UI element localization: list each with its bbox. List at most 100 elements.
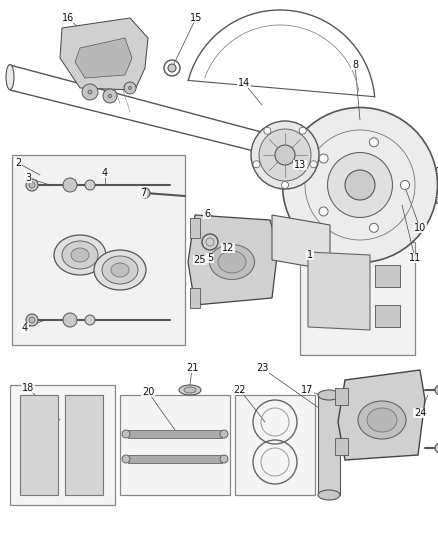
Text: 6: 6 [204,209,210,219]
Text: 12: 12 [222,243,234,253]
Ellipse shape [94,250,146,290]
Text: 14: 14 [238,78,250,88]
Ellipse shape [275,145,295,165]
Polygon shape [128,430,222,438]
Ellipse shape [102,256,138,284]
Polygon shape [335,388,348,405]
Ellipse shape [88,90,92,94]
Ellipse shape [435,443,438,453]
Text: 23: 23 [256,363,268,373]
Text: 17: 17 [301,385,313,395]
Ellipse shape [328,152,392,217]
Text: 25: 25 [194,255,206,265]
Text: 13: 13 [294,160,306,170]
Ellipse shape [358,401,406,439]
Ellipse shape [85,315,95,325]
Ellipse shape [299,127,306,134]
Text: 22: 22 [234,385,246,395]
Text: 18: 18 [22,383,34,393]
Ellipse shape [218,251,246,273]
Text: 11: 11 [409,253,421,263]
Ellipse shape [63,178,77,192]
Polygon shape [60,18,148,90]
Ellipse shape [369,138,378,147]
Polygon shape [375,305,400,327]
Bar [235,395,315,495]
Ellipse shape [29,317,35,323]
Ellipse shape [63,313,77,327]
Ellipse shape [54,235,106,275]
Bar [120,395,230,495]
Ellipse shape [122,430,130,438]
Ellipse shape [184,387,196,393]
Text: 15: 15 [190,13,202,23]
Polygon shape [318,395,340,495]
Ellipse shape [282,182,289,189]
Ellipse shape [220,455,228,463]
Ellipse shape [435,385,438,395]
Ellipse shape [367,408,397,432]
Polygon shape [190,288,200,308]
Ellipse shape [71,248,89,262]
Polygon shape [436,197,438,203]
Ellipse shape [128,86,131,90]
Ellipse shape [29,182,35,188]
Ellipse shape [168,64,176,72]
Ellipse shape [103,89,117,103]
Ellipse shape [253,161,260,168]
Text: 7: 7 [140,188,146,198]
Ellipse shape [264,127,271,134]
Ellipse shape [82,84,98,100]
Ellipse shape [26,314,38,326]
Text: 1: 1 [307,250,313,260]
Polygon shape [12,155,185,345]
Ellipse shape [345,170,375,200]
Ellipse shape [400,181,410,190]
Bar [10,385,115,505]
Ellipse shape [319,154,328,163]
Ellipse shape [251,121,319,189]
Polygon shape [308,252,370,330]
Polygon shape [65,395,103,495]
Ellipse shape [209,245,254,279]
Text: 20: 20 [142,387,154,397]
Ellipse shape [318,490,340,500]
Text: 5: 5 [207,253,213,263]
Polygon shape [128,455,222,463]
Text: 4: 4 [22,323,28,333]
Polygon shape [190,218,200,238]
Polygon shape [300,242,415,355]
Polygon shape [20,395,58,495]
Ellipse shape [122,455,130,463]
Text: 16: 16 [62,13,74,23]
Ellipse shape [310,161,317,168]
Polygon shape [272,215,330,270]
Text: 21: 21 [186,363,198,373]
Ellipse shape [62,241,98,269]
Ellipse shape [369,223,378,232]
Ellipse shape [140,188,150,198]
Ellipse shape [108,94,112,98]
Polygon shape [188,215,278,305]
Polygon shape [335,438,348,455]
Ellipse shape [6,64,14,90]
Ellipse shape [179,385,201,395]
Text: 24: 24 [414,408,426,418]
Ellipse shape [220,430,228,438]
Polygon shape [75,38,132,78]
Text: 2: 2 [15,158,21,168]
Polygon shape [338,370,425,460]
Polygon shape [436,167,438,173]
Polygon shape [375,265,400,287]
Ellipse shape [111,263,129,277]
Ellipse shape [318,390,340,400]
Text: 10: 10 [414,223,426,233]
Ellipse shape [26,179,38,191]
Text: 8: 8 [352,60,358,70]
Text: 3: 3 [25,173,31,183]
Text: 4: 4 [102,168,108,178]
Ellipse shape [85,180,95,190]
Ellipse shape [283,108,438,262]
Ellipse shape [319,207,328,216]
Ellipse shape [124,82,136,94]
